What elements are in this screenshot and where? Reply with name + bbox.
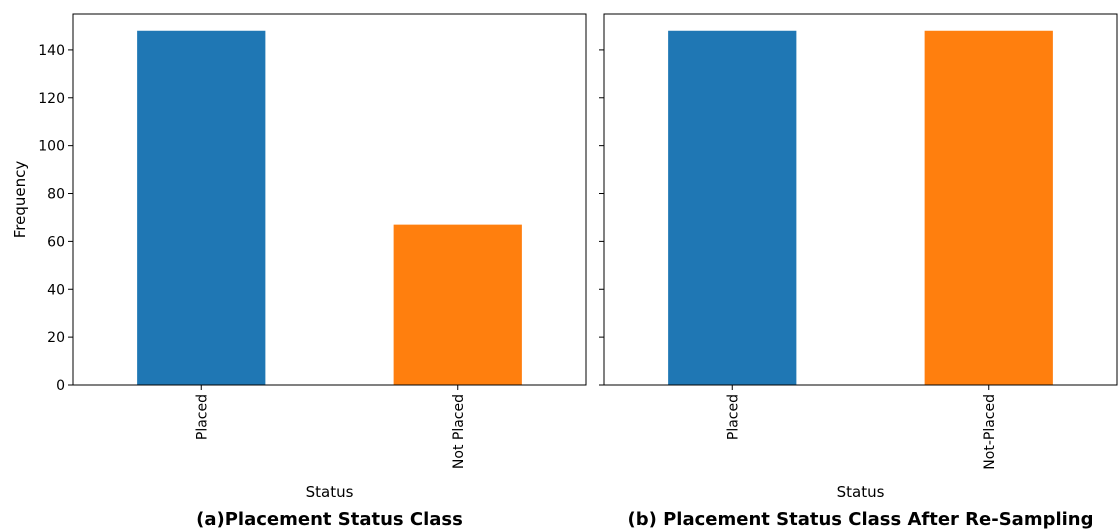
- bar-placed: [668, 30, 797, 385]
- chart-panel-1: Placed Not Placed 0 20 40 60 80 100 120 140 Status…: [11, 13, 587, 529]
- x-tick-label: Placed: [725, 394, 741, 440]
- chart-panel-2: Placed Not-Placed Status (b) Placement Stat…: [599, 13, 1118, 529]
- y-tick-label: 100: [38, 139, 65, 155]
- y-tick-label: 60: [47, 234, 65, 250]
- bar-not-placed: [393, 224, 522, 385]
- bar-not-placed: [924, 30, 1053, 385]
- x-tick-label: Not Placed: [451, 394, 467, 469]
- x-tick-label: Placed: [194, 394, 210, 440]
- panel-caption: (b) Placement Status Class After Re-Samp…: [627, 509, 1093, 529]
- x-tick-label: Not-Placed: [982, 394, 998, 470]
- y-tick-label: 140: [38, 43, 65, 59]
- plot-frame: [603, 13, 1118, 386]
- x-axis-label: Status: [837, 483, 885, 501]
- y-tick-label: 80: [47, 187, 65, 203]
- y-axis-label: Frequency: [11, 161, 29, 239]
- y-tick-label: 40: [47, 282, 65, 298]
- y-tick-label: 120: [38, 91, 65, 107]
- panel-caption: (a)Placement Status Class: [196, 509, 463, 529]
- bar-placed: [137, 30, 266, 385]
- y-tick-label: 0: [56, 378, 65, 394]
- x-axis-label: Status: [306, 483, 354, 501]
- y-tick-label: 20: [47, 330, 65, 346]
- plot-frame: [72, 13, 587, 386]
